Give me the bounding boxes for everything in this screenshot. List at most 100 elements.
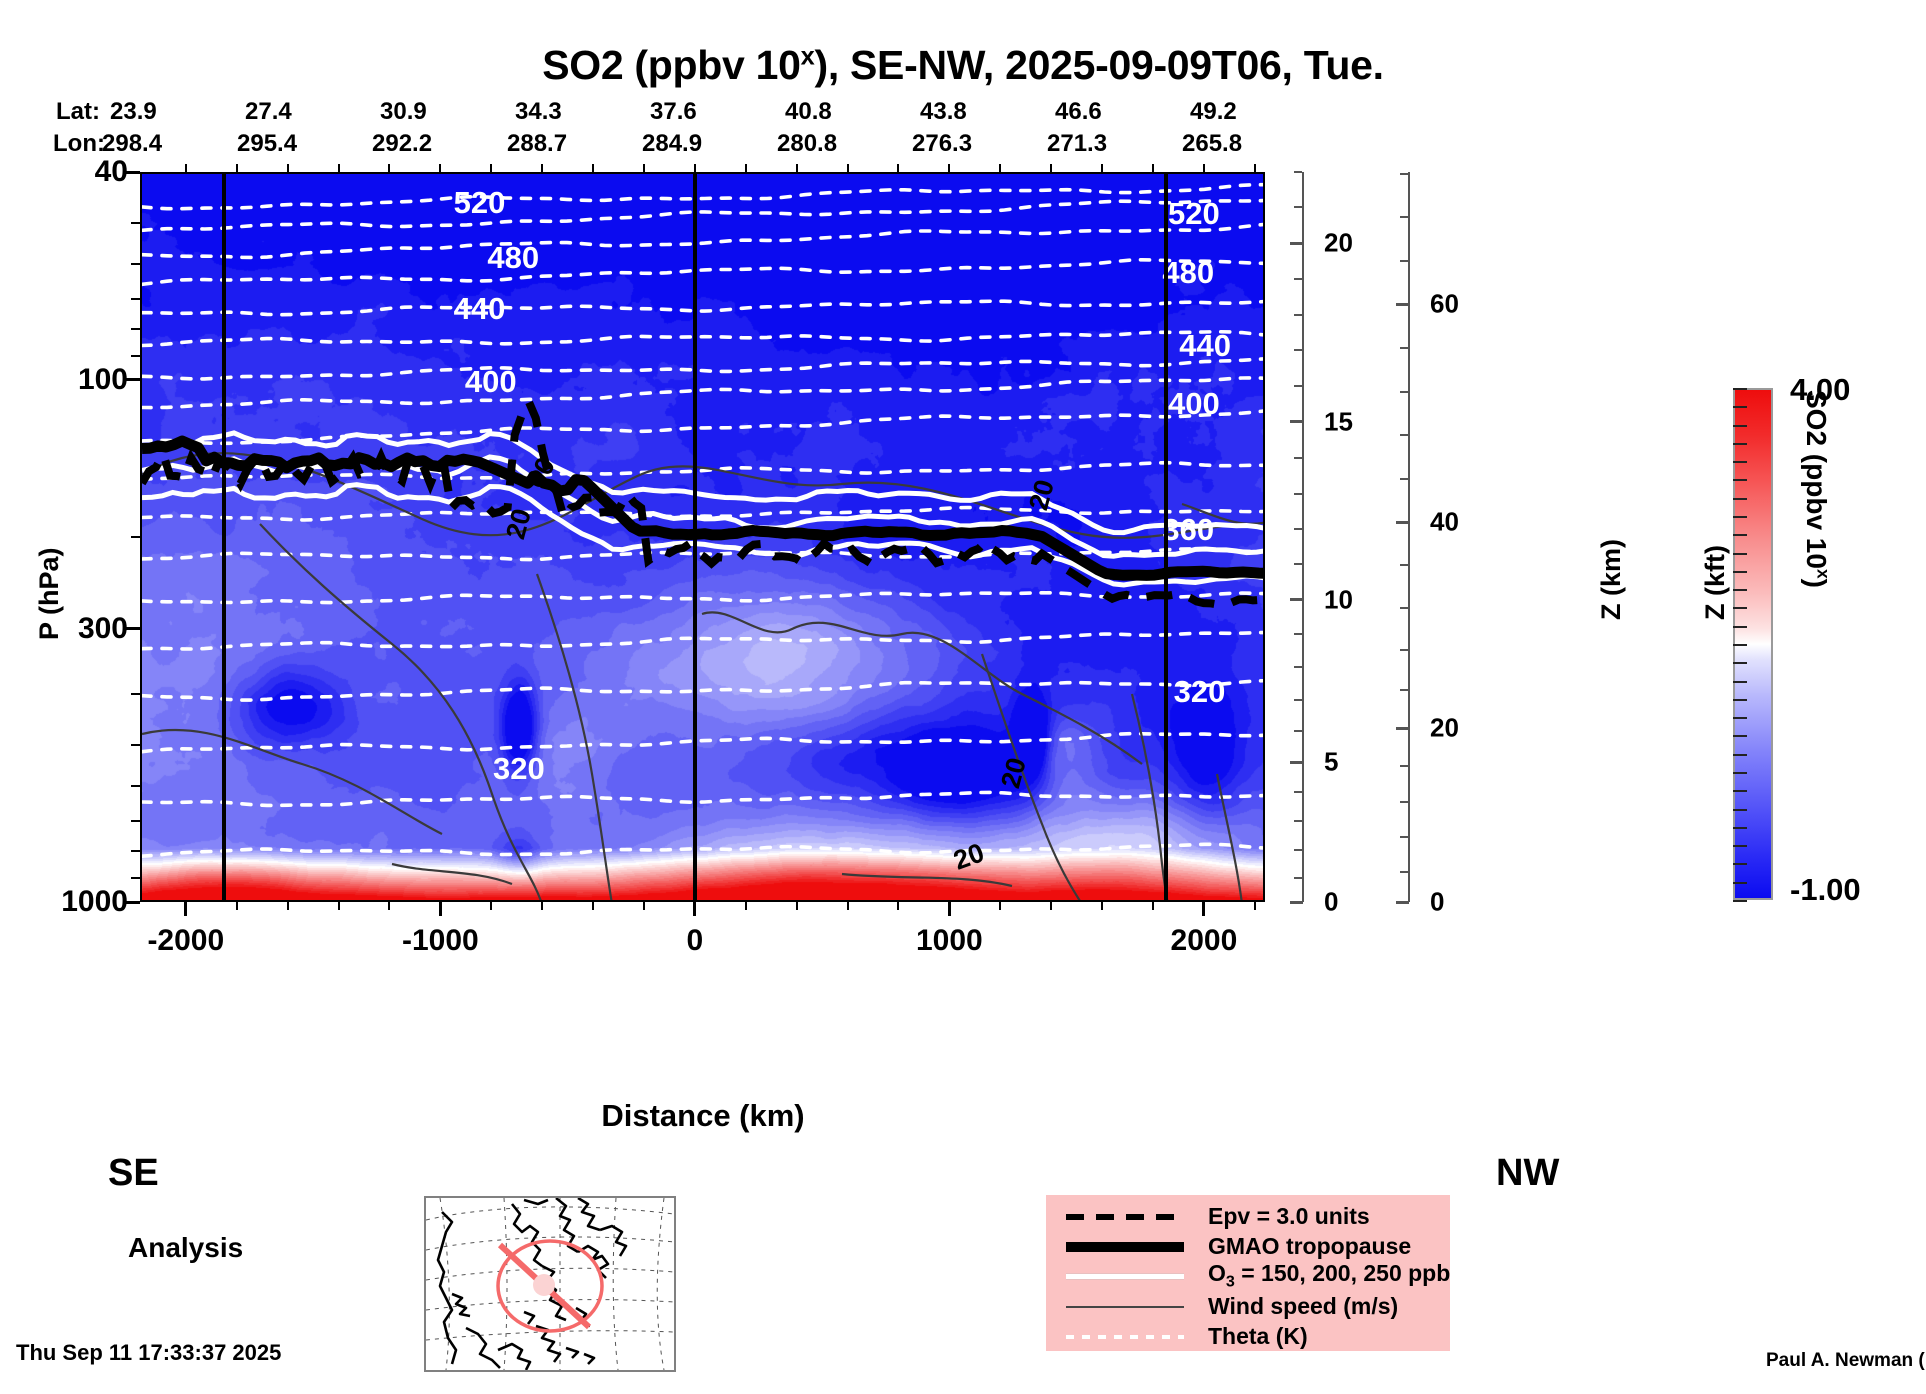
legend-label: Theta (K) [1208,1322,1308,1349]
bottom-axis-minor-tick [795,902,798,910]
bottom-axis-minor-tick [744,902,747,910]
colorbar-tickmark [1733,662,1747,665]
left-axis-minor-tick [131,820,140,823]
top-axis-minor-tick [948,164,951,172]
colorbar-tickmark [1733,589,1747,592]
o3-contour [142,430,1263,536]
top-axis-minor-tick [897,164,900,172]
legend-line-dashed [1066,1214,1184,1220]
title-rest: ), SE-NW, 2025-09-09T06, Tue. [814,42,1384,88]
colorbar-tickmark [1733,534,1747,537]
o3-contour [142,482,1263,588]
right-axis-km-minor-tick [1294,791,1302,794]
wind-speed-contour [259,523,542,900]
author-credit: Paul A. Newman (NASA [1766,1350,1926,1371]
cross-section-plot: 520 480 440 400 520 480 440 400 360 320 320 20 20 20 2… [140,172,1265,902]
left-axis-tick: 100 [77,362,128,396]
colorbar-tickmark [1733,826,1747,829]
theta-contour [142,357,1263,381]
legend-label: Wind speed (m/s) [1208,1292,1399,1319]
lat-value: 46.6 [1055,98,1102,125]
wind-speed-contour [1181,502,1263,525]
bottom-axis-minor-tick [1101,902,1104,910]
legend-row: Theta (K) [1046,1321,1450,1351]
right-axis-km-minor-tick [1294,242,1302,245]
left-axis-minor-tick [131,536,140,538]
top-axis-minor-tick [642,164,645,172]
theta-contour [142,376,1263,410]
bottom-axis-minor-tick [541,902,544,910]
theta-contour [142,630,1263,651]
right-axis-kft-tick: 0 [1430,886,1445,917]
bottom-axis-minor-tick [388,902,391,910]
lon-value: 280.8 [777,130,838,157]
colorbar-tickmark [1733,863,1747,866]
right-axis-kft-minor-tick [1400,727,1408,730]
legend-label: GMAO tropopause [1208,1232,1412,1259]
right-axis-km-minor-tick [1294,563,1302,566]
colorbar-tickmark [1733,424,1747,427]
top-axis-minor-tick [846,164,849,172]
inset-map-svg [426,1198,674,1370]
theta-contour [142,842,1263,858]
right-axis-km-minor-tick [1294,171,1302,173]
bottom-axis-minor-tick [439,902,442,910]
bottom-axis-minor-tick [490,902,493,910]
top-axis-minor-tick [286,164,289,172]
wind-speed-contour [980,653,1081,900]
top-axis-minor-tick [693,164,696,172]
right-axis-km-minor-tick [1294,420,1302,423]
top-axis-minor-tick [337,164,340,172]
colorbar-title-exponent: x [1813,568,1834,579]
bottom-axis-minor-tick [286,902,289,910]
legend-line-thick [1066,1242,1184,1252]
top-axis-minor-tick [490,164,493,172]
colorbar-tickmark [1733,881,1747,884]
right-axis-kft-title: Z (kft) [1700,545,1730,620]
right-axis-kft-tick: 60 [1430,288,1459,319]
right-axis-kft-tick: 40 [1430,506,1459,537]
colorbar-tickmark [1733,570,1747,573]
longitude-row: Lon: 298.4 295.4 292.2 288.7 284.9 280.8 276.3 2… [0,130,1926,160]
right-axis-kft-minor-tick [1400,172,1408,175]
colorbar-title: SO2 (ppbv 10x) [1800,390,1833,900]
colorbar-title-prefix: SO2 (ppbv 10 [1801,390,1832,569]
lon-value: 276.3 [912,130,973,157]
wind-speed-label: 20 [949,836,988,876]
wind-speed-contour [701,611,1143,765]
nw-direction-label: NW [1496,1152,1560,1194]
right-axis-km-line [1302,172,1304,902]
theta-contour [142,678,1263,702]
right-axis-km-title: Z (km) [1596,539,1626,620]
theta-label: 440 [1179,327,1231,363]
left-axis-tickmark [126,170,140,174]
lon-row-label: Lon: [53,130,105,157]
right-axis-kft-minor-tick [1400,648,1408,651]
left-axis-minor-tick [131,297,140,300]
right-axis-kft-minor-tick [1400,259,1408,262]
inset-location-map [424,1196,676,1372]
legend-line-white [1066,1273,1184,1280]
right-axis-kft-minor-tick [1400,521,1408,524]
colorbar-tickmark [1733,845,1747,848]
right-axis-km-tick: 10 [1324,584,1353,615]
top-axis-minor-tick [744,164,747,172]
theta-label: 480 [487,239,540,275]
colorbar-tickmark [1733,497,1747,500]
title-exponent: x [800,42,815,71]
left-axis-minor-tick [131,785,140,788]
left-axis-title: P (hPa) [34,547,64,640]
theta-contour [142,198,1263,233]
bottom-axis-tick: 1000 [916,924,983,957]
epv-contour-line [142,392,1263,609]
colorbar-tickmark [1733,900,1747,902]
lon-value: 288.7 [507,130,568,157]
left-axis-minor-tick [131,328,140,331]
top-axis-minor-tick [1101,164,1104,172]
bottom-axis-minor-tick [1202,902,1205,910]
right-axis-km-minor-tick [1294,666,1302,669]
theta-contour [142,299,1263,317]
right-axis-kft-minor-tick [1400,764,1408,767]
right-axis-kft-minor-tick [1400,303,1408,306]
lon-value: 284.9 [642,130,703,157]
